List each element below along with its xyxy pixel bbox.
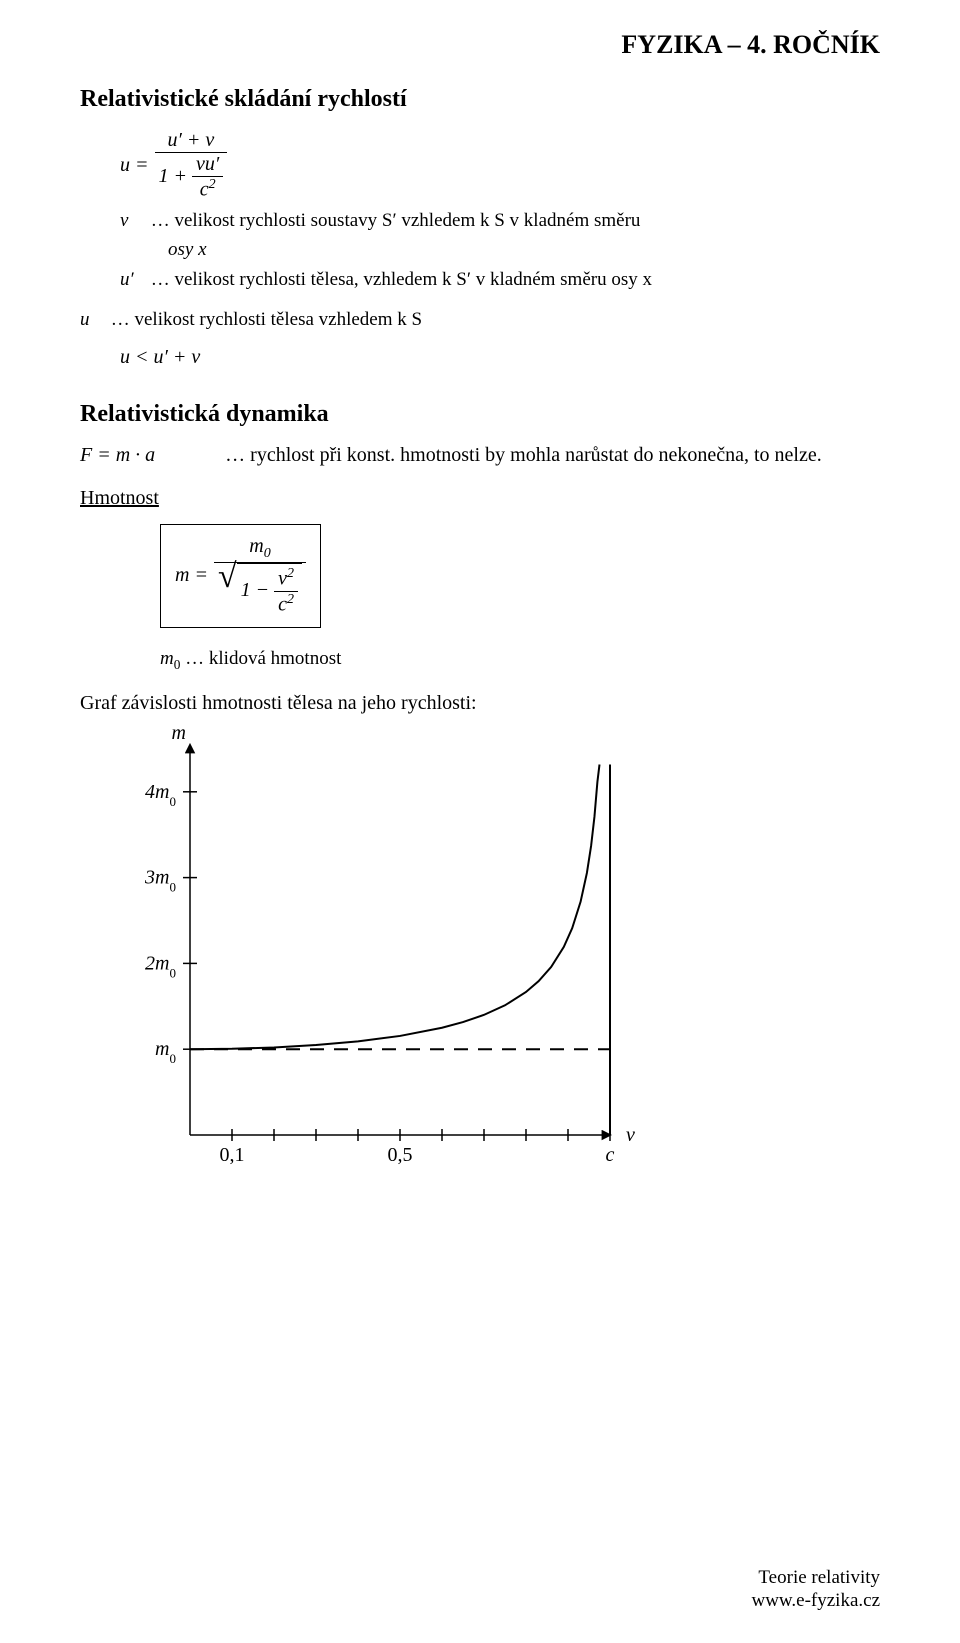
- desc-u-prime-text: … velikost rychlosti tělesa, vzhledem k …: [146, 269, 652, 290]
- eq-lhs: u =: [120, 154, 149, 177]
- m0-text: … klidová hmotnost: [180, 648, 341, 669]
- desc-u-prime-var: u′: [120, 267, 146, 293]
- desc-v: v … velikost rychlosti soustavy S′ vzhle…: [120, 208, 880, 234]
- mass-inner-v-sup: 2: [287, 566, 294, 581]
- eq-denominator: 1 + vu′ c2: [155, 153, 228, 202]
- mass-inner-fraction: v2 c2: [274, 566, 298, 616]
- variable-descriptions: v … velikost rychlosti soustavy S′ vzhle…: [120, 208, 880, 293]
- footer-line2: www.e-fyzika.cz: [751, 1590, 880, 1613]
- eq-den-c-sup: 2: [209, 177, 216, 192]
- eq-den-inner-num: vu′: [192, 153, 223, 177]
- page-header: FYZIKA – 4. ROČNÍK: [80, 30, 880, 60]
- newton-formula-line: F = m · a … rychlost při konst. hmotnost…: [80, 444, 880, 467]
- svg-text:m: m: [172, 725, 186, 744]
- desc-u-var: u: [80, 307, 106, 333]
- mass-heading: Hmotnost: [80, 487, 880, 510]
- svg-text:0,5: 0,5: [388, 1144, 413, 1166]
- mass-den: √ 1 − v2 c2: [214, 563, 306, 616]
- radical-icon: √: [218, 567, 237, 587]
- mass-radicand: 1 − v2 c2: [237, 563, 302, 616]
- desc-u-prime: u′ … velikost rychlosti tělesa, vzhledem…: [120, 267, 880, 293]
- mass-inner-v: v: [278, 568, 287, 590]
- graph-svg: m m0 2m0 3m0 4m0 0,1 0,5 cv: [80, 725, 640, 1185]
- mass-formula-box: m = m0 √ 1 − v2: [160, 524, 321, 627]
- section1-title: Relativistické skládání rychlostí: [80, 86, 880, 113]
- mass-fraction: m0 √ 1 − v2 c2: [214, 535, 306, 616]
- desc-v-text: … velikost rychlosti soustavy S′ vzhlede…: [146, 210, 640, 231]
- mass-inner-c-sup: 2: [287, 592, 294, 607]
- mass-inner-c: c: [278, 594, 287, 616]
- desc-v-text2: osy x: [168, 239, 207, 260]
- svg-text:v: v: [626, 1124, 635, 1146]
- mass-num-sub: 0: [264, 546, 271, 561]
- inequality: u < u′ + v: [120, 346, 880, 369]
- eq-numerator: u′ + v: [155, 129, 228, 153]
- desc-v-var: v: [120, 208, 146, 234]
- mass-num-m: m: [249, 535, 263, 557]
- eq-den-inner-fraction: vu′ c2: [192, 153, 223, 202]
- svg-text:0,1: 0,1: [220, 1144, 245, 1166]
- svg-text:2m0: 2m0: [145, 953, 176, 981]
- mass-velocity-graph: m m0 2m0 3m0 4m0 0,1 0,5 cv: [80, 725, 880, 1190]
- eq-den-c: c: [200, 179, 209, 201]
- newton-note: … rychlost při konst. hmotnosti by mohla…: [225, 444, 822, 466]
- newton-formula: F = m · a: [80, 444, 155, 466]
- desc-v-line2: osy x: [168, 237, 880, 263]
- rest-mass-note: m0 … klidová hmotnost: [160, 648, 880, 673]
- eq-den-one-plus: 1 +: [159, 165, 188, 187]
- mass-inner-num: v2: [274, 566, 298, 592]
- mass-inner-den: c2: [274, 592, 298, 617]
- page-footer: Teorie relativity www.e-fyzika.cz: [751, 1567, 880, 1613]
- eq-den-inner-den: c2: [192, 177, 223, 202]
- mass-one-minus: 1 −: [241, 579, 270, 601]
- mass-sqrt: √ 1 − v2 c2: [218, 563, 302, 616]
- desc-u-text: … velikost rychlosti tělesa vzhledem k S: [106, 309, 422, 330]
- graph-caption: Graf závislosti hmotnosti tělesa na jeho…: [80, 692, 880, 715]
- m0-var: m: [160, 648, 174, 669]
- mass-lhs: m =: [175, 564, 208, 587]
- svg-text:3m0: 3m0: [144, 867, 176, 895]
- footer-line1: Teorie relativity: [751, 1567, 880, 1590]
- section2-title: Relativistická dynamika: [80, 401, 880, 428]
- eq-main-fraction: u′ + v 1 + vu′ c2: [155, 129, 228, 202]
- velocity-addition-formula: u = u′ + v 1 + vu′ c2: [120, 129, 880, 202]
- desc-u-outer: u … velikost rychlosti tělesa vzhledem k…: [80, 307, 880, 333]
- svg-text:c: c: [606, 1144, 615, 1166]
- svg-text:m0: m0: [155, 1039, 176, 1067]
- svg-text:4m0: 4m0: [145, 781, 176, 809]
